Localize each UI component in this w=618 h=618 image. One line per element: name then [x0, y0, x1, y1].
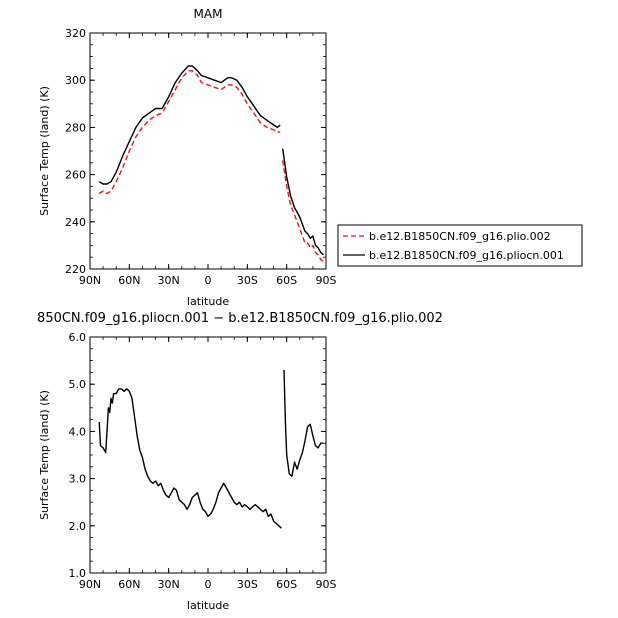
x-tick-label: 60S [276, 578, 297, 591]
legend-entry-series-0: b.e12.B1850CN.f09_g16.plio.002 [369, 230, 551, 243]
y-tick-label: 260 [65, 169, 86, 182]
x-tick-label: 30S [237, 578, 258, 591]
top-chart-title: MAM [194, 7, 223, 21]
top-x-axis-label: latitude [187, 295, 229, 308]
top-axis-ticks: 90N 60N 30N 0 30S 60S 90S 220 240 260 280 300 320 [65, 27, 337, 287]
series-0-line-segment-1 [283, 369, 324, 477]
x-tick-label: 90N [79, 274, 101, 287]
y-tick-label: 1.0 [69, 567, 87, 580]
bottom-y-axis-label: Surface Temp (land) (K) [38, 390, 51, 520]
y-tick-label: 220 [65, 263, 86, 276]
bottom-plot-frame [89, 336, 327, 574]
series-0-line-segment-0 [98, 388, 282, 529]
x-tick-label: 90N [79, 578, 101, 591]
y-tick-label: 240 [65, 216, 86, 229]
series-0-line-segment-1 [282, 160, 324, 263]
y-tick-label: 4.0 [69, 425, 87, 438]
series-1-line-segment-1 [282, 148, 324, 256]
bottom-panel: 850CN.f09_g16.pliocn.001 − b.e12.B1850CN… [37, 311, 443, 612]
y-tick-label: 3.0 [69, 473, 87, 486]
legend-entry-series-1: b.e12.B1850CN.f09_g16.pliocn.001 [369, 249, 564, 262]
series-1-line-segment-0 [98, 65, 281, 185]
top-series-lines [98, 65, 324, 263]
y-tick-label: 2.0 [69, 520, 87, 533]
x-tick-label: 30N [158, 578, 180, 591]
x-tick-label: 0 [205, 578, 212, 591]
y-tick-label: 320 [65, 27, 86, 40]
y-tick-label: 300 [65, 74, 86, 87]
bottom-x-axis-label: latitude [187, 599, 229, 612]
x-tick-label: 60S [276, 274, 297, 287]
x-tick-label: 30N [158, 274, 180, 287]
x-tick-label: 60N [118, 578, 140, 591]
top-panel: MAM 90N 60N 30N 0 30S 60S 90S 220 240 260 280 300 32… [38, 7, 337, 308]
x-tick-label: 60N [118, 274, 140, 287]
x-tick-label: 0 [205, 274, 212, 287]
top-y-axis-label: Surface Temp (land) (K) [38, 86, 51, 216]
bottom-chart-title: 850CN.f09_g16.pliocn.001 − b.e12.B1850CN… [37, 311, 443, 326]
x-tick-label: 30S [237, 274, 258, 287]
y-tick-label: 6.0 [69, 331, 87, 344]
bottom-series-lines [98, 369, 324, 529]
legend-box [337, 224, 583, 267]
x-tick-label: 90S [316, 578, 337, 591]
y-tick-label: 5.0 [69, 378, 87, 391]
y-tick-label: 280 [65, 121, 86, 134]
series-0-line-segment-0 [98, 70, 281, 195]
bottom-axis-ticks: 90N 60N 30N 0 30S 60S 90S 1.0 2.0 3.0 4.0 5.0 6.0 [69, 331, 337, 591]
x-tick-label: 90S [316, 274, 337, 287]
legend: b.e12.B1850CN.f09_g16.plio.002 b.e12.B18… [337, 224, 583, 267]
